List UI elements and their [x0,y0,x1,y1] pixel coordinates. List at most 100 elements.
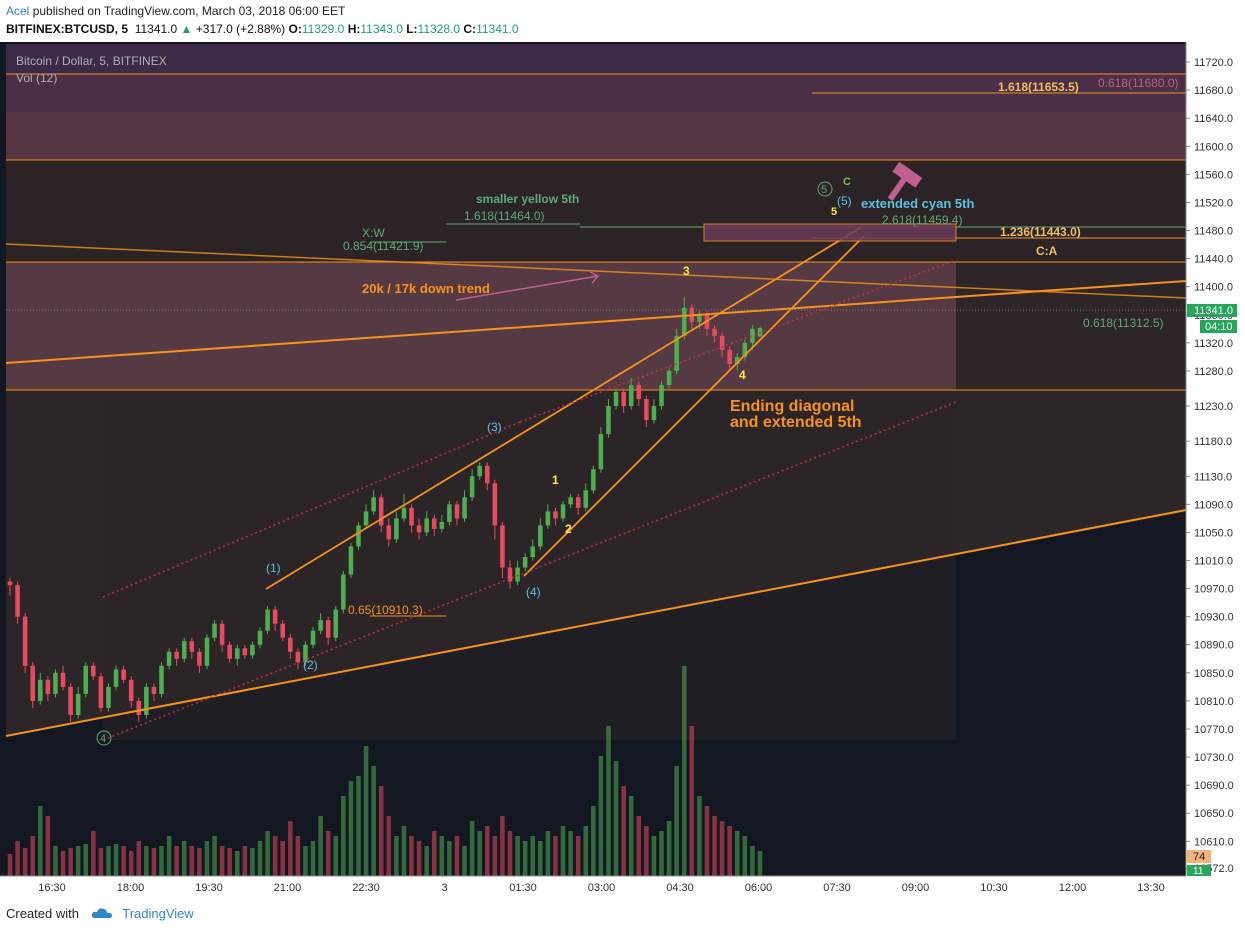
candle-body [174,651,179,659]
volume-badge-2-text: 11 [1193,866,1204,877]
price-chart[interactable]: Bitcoin / Dollar, 5, BITFINEX Vol (12) 1… [0,42,1245,898]
volume-bar [106,846,111,876]
candle-body [378,497,384,526]
volume-bar [697,796,702,876]
volume-bar [727,826,732,876]
low-label: L: [406,22,418,36]
volume-bar [439,836,445,876]
downtrend-line [5,243,1187,299]
candle-body [295,651,301,663]
y-tick-label: 11600.0 [1194,141,1233,153]
candle-body [113,669,119,687]
y-tick-label: 11400.0 [1194,282,1233,294]
y-tick-label: 11230.0 [1194,401,1233,413]
volume-bar [681,666,687,876]
candle-body [409,507,414,526]
volume-bar [75,846,81,876]
volume-bar [136,841,142,876]
volume-bar [242,846,248,876]
volume-bar [318,816,323,876]
x-tick-label: 09:00 [902,882,930,894]
candle-body [401,507,407,519]
y-tick-label: 10770.0 [1194,724,1234,736]
candle-body [583,490,589,508]
candle-body [598,434,604,470]
fib-1618-yellow-label: 1.618(11464.0) [464,209,545,223]
volume-bar [606,726,611,876]
x-axis-panel[interactable] [0,876,1245,898]
candles-group [7,297,763,722]
countdown-badge [1200,320,1237,333]
candle-body [477,465,482,477]
volume-bar [719,821,725,876]
volume-bar [7,854,13,876]
open-label: O: [288,22,302,36]
candle-body [371,497,376,512]
y-tick-label: 10890.0 [1194,640,1234,652]
symbol-name: BITFINEX:BTCUSD, 5 [6,22,129,36]
candle-body [507,567,513,582]
downtrend-arrow [455,275,599,301]
x-tick-label: 12:00 [1059,882,1087,894]
y-tick-label: 11720.0 [1194,57,1233,69]
volume-bar [310,841,316,876]
y-tick-label: 11050.0 [1194,527,1233,539]
candle-body [265,609,270,631]
candle-body [606,406,611,435]
candle-body [144,686,149,715]
ending-diagonal-label-2: and extended 5th [730,414,862,431]
volume-bar [341,796,346,876]
candle-body [674,335,679,371]
candle-body [181,641,187,659]
zone-range [6,262,956,390]
chart-subtitle: Vol (12) [16,71,57,85]
x-tick-label: 07:30 [823,882,851,894]
volume-bar [356,776,361,876]
y-tick-label: 11130.0 [1194,471,1232,483]
volume-bar [325,831,331,876]
y-tick-label: 11680.0 [1194,85,1233,97]
candle-body [469,476,475,498]
volume-bar [515,836,520,876]
volume-bar [689,726,695,876]
volume-bar [553,836,558,876]
candle-body [750,328,755,343]
candle-body [272,609,278,624]
ca-label: C:A [1036,244,1058,258]
volume-bar [288,821,293,876]
volume-bar [485,826,490,876]
y-tick-label: 10690.0 [1194,780,1234,792]
volume-bar [166,836,172,876]
candle-body [485,465,490,484]
fib-2618-label: 2.618(11459.4) [882,213,963,227]
fib-065-label: 0.65(10910.3) [348,603,423,617]
fib-0618-mid-label: 0.618(11312.5) [1083,316,1164,330]
candle-body [280,623,285,638]
y-tick-label: 10850.0 [1194,668,1234,680]
volume-bar [257,841,263,876]
volume-bar [545,831,551,876]
y-axis-panel[interactable] [1186,42,1245,876]
y-tick-label: 11560.0 [1194,169,1233,181]
fib-0854-label: 0.854(11421.9) [343,239,424,253]
volume-bar [401,826,407,876]
volume-bar [462,846,467,876]
y-tick-label: 10970.0 [1194,584,1234,596]
candle-body [189,641,195,652]
tradingview-brand-link[interactable]: TradingView [122,906,194,921]
volume-bar [333,836,339,876]
last-price-badge [1187,304,1237,317]
volume-bar [636,816,642,876]
candle-body [628,384,634,407]
candle-body [348,546,354,575]
candle-body [91,665,96,677]
volume-bar [30,836,35,876]
close-value: 11341.0 [476,22,519,36]
author-link[interactable]: Acel [6,4,30,18]
countdown-badge-text: 04:10 [1205,321,1233,333]
candle-body [538,525,543,547]
candle-body [288,637,293,652]
candle-body [636,384,642,400]
support-line [5,509,1187,737]
y-tick-label: 11320.0 [1194,338,1233,350]
